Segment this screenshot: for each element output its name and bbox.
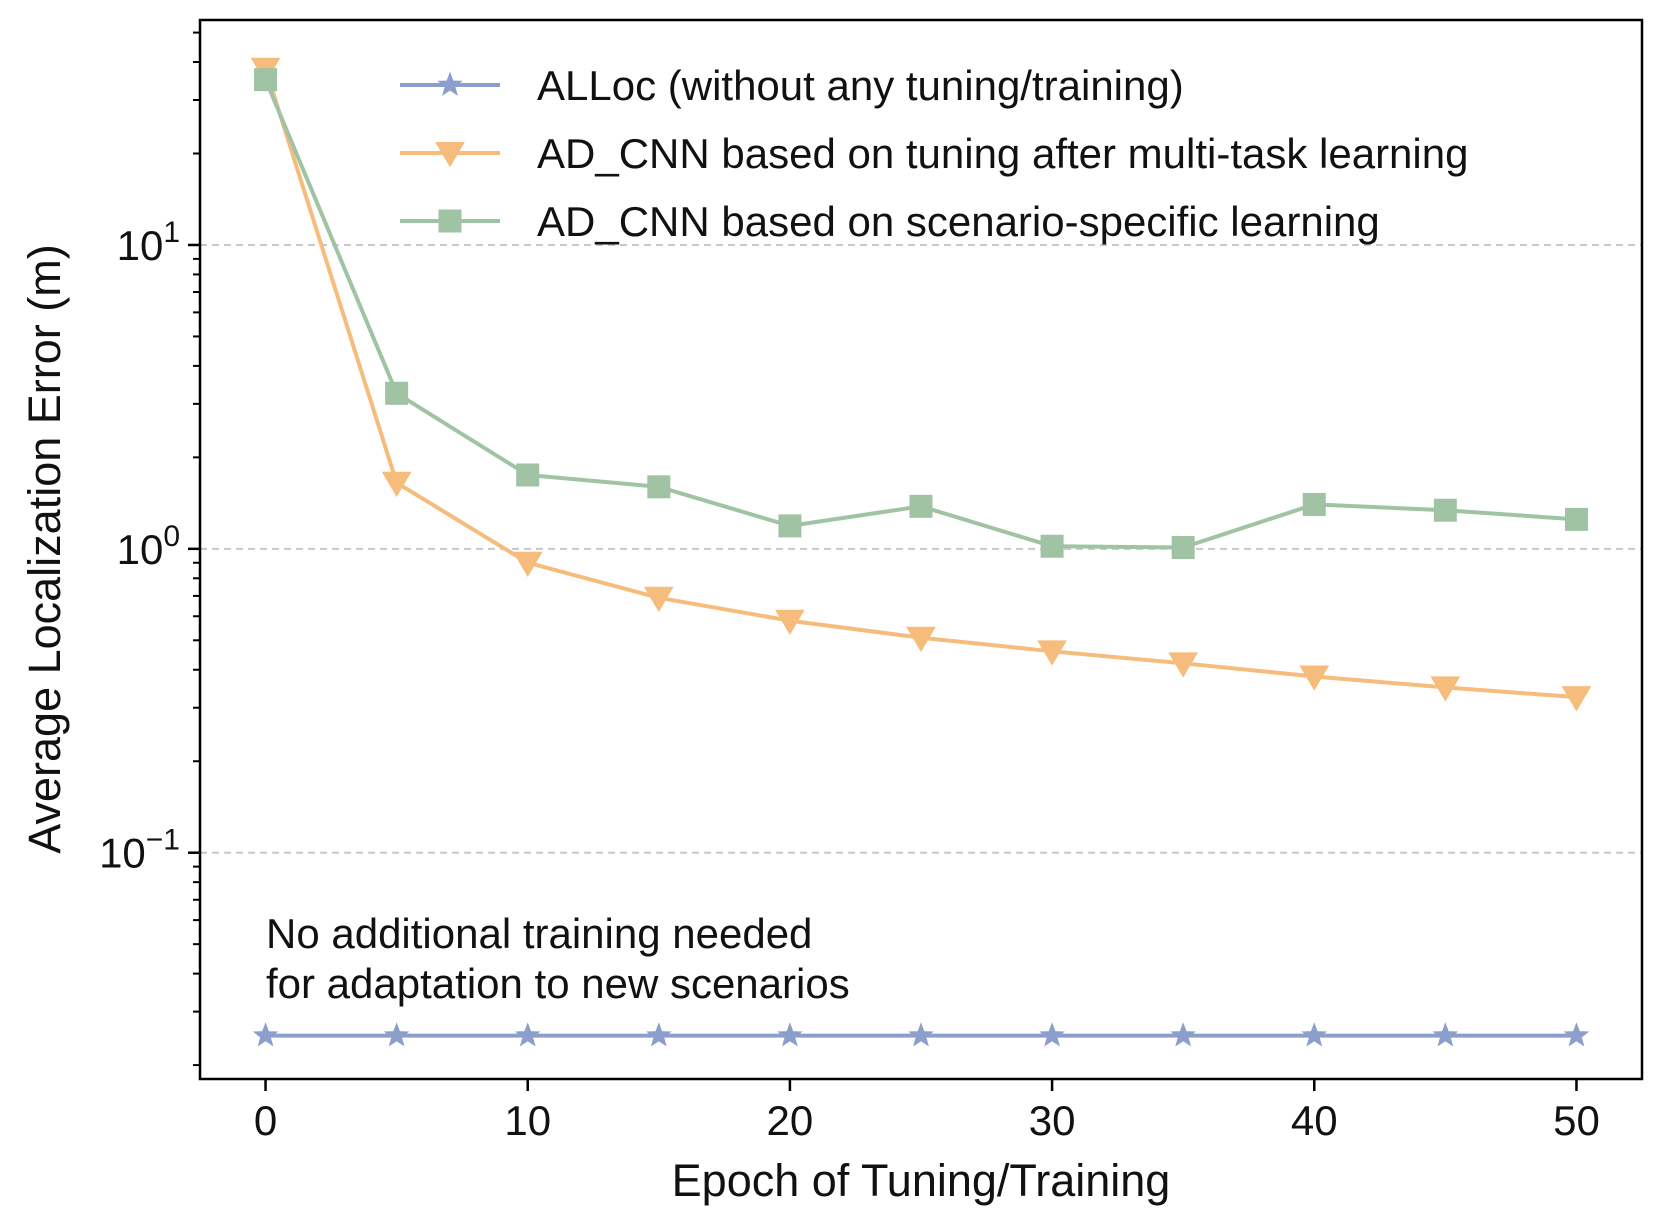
- data-point-s2-9: [1433, 498, 1457, 522]
- x-tick-label-5: 50: [1553, 1097, 1600, 1144]
- x-tick-label-0: 0: [254, 1097, 277, 1144]
- data-point-s2-6: [1040, 534, 1064, 558]
- data-point-s0-2: [514, 1022, 541, 1047]
- data-point-s0-7: [1170, 1022, 1196, 1047]
- y-axis-title: Average Localization Error (m): [19, 244, 70, 853]
- data-point-s0-8: [1301, 1022, 1328, 1047]
- series-layer: [250, 57, 1592, 1047]
- data-point-s2-7: [1171, 536, 1195, 560]
- legend-item-2: AD_CNN based on scenario-specific learni…: [400, 198, 1380, 245]
- series-2: [254, 68, 1588, 560]
- legend-item-0: ALLoc (without any tuning/training): [400, 62, 1184, 109]
- data-point-s2-3: [647, 475, 671, 499]
- gridlines: [200, 243, 1642, 854]
- y-tick-label-2: 101: [117, 216, 180, 269]
- x-tick-label-2: 20: [767, 1097, 814, 1144]
- x-tick-label-4: 40: [1291, 1097, 1338, 1144]
- legend-label-1: AD_CNN based on tuning after multi-task …: [537, 130, 1468, 177]
- data-point-s1-7: [1168, 652, 1199, 678]
- series-0: [252, 1022, 1590, 1047]
- annotation-line-1: No additional training needed: [266, 910, 812, 957]
- data-point-s2-10: [1564, 507, 1588, 531]
- y-tick-label-0: 10−1: [99, 824, 180, 877]
- data-point-s1-9: [1430, 676, 1461, 702]
- data-point-s0-4: [777, 1022, 803, 1047]
- data-point-s1-6: [1037, 640, 1067, 666]
- data-point-s1-1: [381, 471, 412, 498]
- data-point-s2-1: [385, 381, 409, 405]
- data-point-s1-5: [906, 626, 936, 652]
- data-point-s2-8: [1302, 492, 1326, 516]
- x-tick-label-3: 30: [1029, 1097, 1076, 1144]
- y-tick-label-1: 100: [117, 520, 180, 573]
- data-point-s2-5: [909, 494, 933, 518]
- data-point-s2-2: [516, 463, 540, 487]
- data-point-s0-0: [252, 1022, 279, 1047]
- annotation-line-2: for adaptation to new scenarios: [266, 960, 850, 1007]
- legend-marker-1: [435, 142, 465, 168]
- data-point-s0-10: [1563, 1022, 1590, 1047]
- data-point-s1-10: [1561, 686, 1592, 712]
- data-point-s2-0: [254, 68, 278, 92]
- data-point-s0-9: [1432, 1022, 1459, 1047]
- data-point-s2-4: [778, 514, 802, 538]
- data-point-s0-6: [1039, 1022, 1065, 1047]
- x-axis-title: Epoch of Tuning/Training: [672, 1155, 1171, 1206]
- legend-label-0: ALLoc (without any tuning/training): [537, 62, 1184, 109]
- legend-label-2: AD_CNN based on scenario-specific learni…: [537, 198, 1380, 245]
- data-point-s0-3: [646, 1022, 672, 1047]
- data-point-s1-3: [643, 586, 674, 613]
- x-tick-label-1: 10: [504, 1097, 551, 1144]
- legend-marker-0: [437, 71, 463, 96]
- data-point-s1-8: [1299, 665, 1330, 691]
- legend: ALLoc (without any tuning/training) AD_CN…: [400, 62, 1468, 245]
- data-point-s1-4: [775, 609, 805, 636]
- legend-marker-2: [438, 209, 462, 233]
- legend-item-1: AD_CNN based on tuning after multi-task …: [400, 130, 1468, 177]
- data-point-s0-5: [908, 1022, 934, 1047]
- data-point-s0-1: [383, 1022, 410, 1047]
- data-point-s1-2: [512, 551, 543, 578]
- series-1: [250, 57, 1592, 712]
